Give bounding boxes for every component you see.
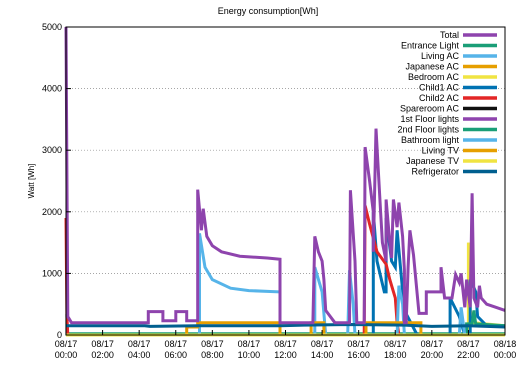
- x-tick-time-3: 06:00: [164, 350, 187, 360]
- legend-label-12: Japanese TV: [406, 156, 459, 166]
- legend-label-5: Child1 AC: [419, 83, 460, 93]
- y-axis-label: Watt [Wh]: [27, 164, 36, 199]
- x-tick-time-0: 00:00: [55, 350, 78, 360]
- y-tick-label-1: 1000: [42, 268, 62, 278]
- x-tick-time-12: 00:00: [494, 350, 517, 360]
- chart-title: Energy consumption[Wh]: [218, 6, 319, 16]
- y-tick-label-3: 3000: [42, 145, 62, 155]
- series-line-2: [66, 233, 505, 337]
- series-line-0: [64, 26, 506, 325]
- legend-label-6: Child2 AC: [419, 93, 460, 103]
- legend-label-4: Bedroom AC: [408, 72, 460, 82]
- series-line-13: [66, 322, 506, 329]
- legend-label-11: Living TV: [422, 146, 459, 156]
- x-tick-time-5: 10:00: [238, 350, 261, 360]
- x-tick-date-6: 08/17: [274, 339, 297, 349]
- legend-label-7: Spareroom AC: [400, 104, 460, 114]
- x-tick-date-8: 08/17: [347, 339, 370, 349]
- x-tick-time-1: 02:00: [91, 350, 114, 360]
- x-tick-time-4: 08:00: [201, 350, 224, 360]
- x-ticks: 08/1700:0008/1702:0008/1704:0008/1706:00…: [55, 330, 517, 360]
- y-tick-label-4: 4000: [42, 84, 62, 94]
- y-tick-label-2: 2000: [42, 207, 62, 217]
- x-tick-date-0: 08/17: [55, 339, 78, 349]
- y-tick-label-0: 0: [57, 330, 62, 340]
- x-tick-date-7: 08/17: [311, 339, 334, 349]
- x-tick-time-8: 16:00: [347, 350, 370, 360]
- x-tick-date-5: 08/17: [238, 339, 261, 349]
- legend-label-1: Entrance Light: [401, 41, 460, 51]
- legend-label-0: Total: [440, 30, 459, 40]
- legend-label-2: Living AC: [421, 51, 460, 61]
- x-tick-time-10: 20:00: [421, 350, 444, 360]
- x-tick-date-11: 08/17: [457, 339, 480, 349]
- x-tick-time-9: 18:00: [384, 350, 407, 360]
- legend-label-13: Refrigerator: [411, 167, 459, 177]
- y-tick-label-5: 5000: [42, 22, 62, 32]
- x-tick-time-7: 14:00: [311, 350, 334, 360]
- x-tick-time-11: 22:00: [457, 350, 480, 360]
- x-tick-date-4: 08/17: [201, 339, 224, 349]
- y-ticks: 0 1000 2000 3000 4000 5000: [42, 22, 71, 340]
- series-line-4: [66, 242, 506, 337]
- x-tick-time-6: 12:00: [274, 350, 297, 360]
- x-tick-date-10: 08/17: [421, 339, 444, 349]
- legend-label-3: Japanese AC: [405, 62, 459, 72]
- legend-label-9: 2nd Floor lights: [397, 125, 459, 135]
- x-tick-date-12: 08/18: [494, 339, 517, 349]
- x-tick-date-9: 08/17: [384, 339, 407, 349]
- legend-label-8: 1st Floor lights: [400, 114, 459, 124]
- series-line-6: [64, 205, 505, 337]
- grid-lines: [66, 88, 505, 274]
- x-tick-date-3: 08/17: [164, 339, 187, 349]
- x-tick-date-1: 08/17: [91, 339, 114, 349]
- legend-label-10: Bathroom light: [401, 135, 460, 145]
- x-tick-time-2: 04:00: [128, 350, 151, 360]
- x-tick-date-2: 08/17: [128, 339, 151, 349]
